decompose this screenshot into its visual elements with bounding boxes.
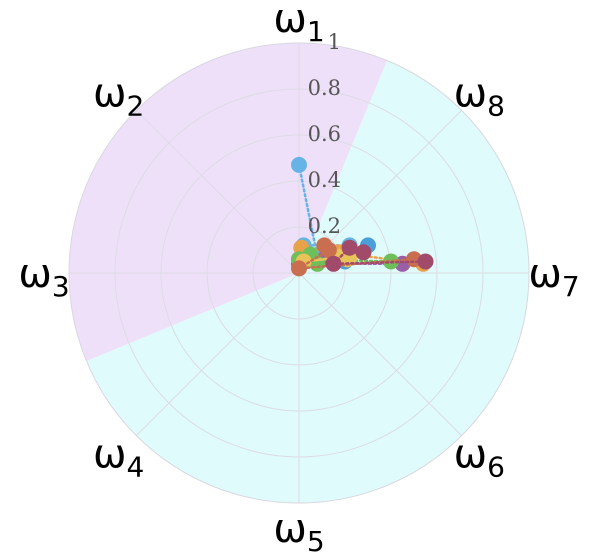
series-group	[291, 156, 434, 277]
data-point	[325, 255, 342, 272]
axis-label-1: ω1	[273, 0, 324, 48]
radial-tick-label: 0.6	[308, 122, 341, 146]
grid-spoke	[298, 272, 462, 436]
axis-labels: ω1 ω2 ω3 ω4 ω5 ω6 ω7 ω8	[18, 0, 579, 553]
axis-label-2: ω2	[93, 71, 144, 123]
radial-tick-label: 1	[328, 30, 341, 54]
grid-spoke	[136, 110, 300, 274]
axis-label-3: ω3	[18, 251, 69, 303]
axis-label-4: ω4	[93, 431, 144, 483]
data-point	[341, 239, 358, 256]
axis-label-8: ω8	[454, 71, 505, 123]
data-point	[291, 260, 307, 277]
axis-label-5: ω5	[273, 506, 324, 553]
axis-label-7: ω7	[528, 251, 579, 303]
axis-label-6: ω6	[454, 431, 505, 483]
data-point	[291, 156, 307, 173]
radial-tick-labels: 0.2 0.4 0.6 0.8 1	[308, 30, 341, 238]
radial-tick-label: 0.4	[308, 168, 341, 192]
radial-tick-label: 0.8	[308, 76, 341, 100]
data-point	[320, 242, 337, 258]
radial-tick-label: 0.2	[308, 214, 341, 238]
data-point	[417, 253, 434, 270]
data-point	[355, 244, 372, 261]
grid-spoke	[136, 272, 300, 436]
